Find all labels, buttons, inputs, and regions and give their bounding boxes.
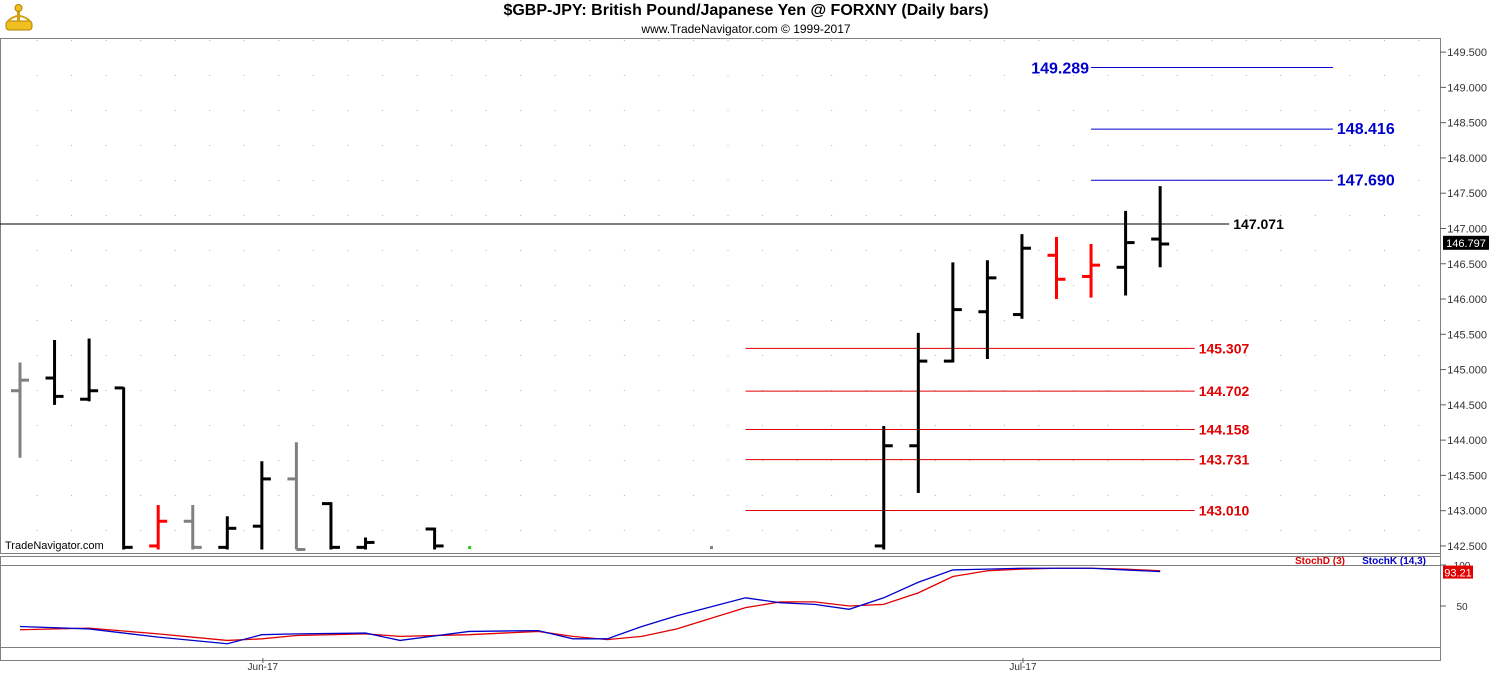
price-bar bbox=[1116, 210, 1135, 296]
watermark: TradeNavigator.com bbox=[5, 540, 104, 552]
legend-stochk: StochK (14,3) bbox=[1362, 556, 1426, 567]
level-label: 147.071 bbox=[1233, 216, 1284, 232]
stoch-series-line bbox=[19, 567, 1161, 642]
price-bar bbox=[1082, 244, 1101, 298]
level-label: 143.010 bbox=[1199, 502, 1250, 518]
legend-stochd: StochD (3) bbox=[1295, 556, 1345, 567]
stoch-value-tag bbox=[1443, 565, 1473, 579]
y-tick-label: 142.500 bbox=[1447, 541, 1487, 553]
price-bar bbox=[11, 362, 29, 458]
x-tick-label: Jul-17 bbox=[1009, 662, 1037, 673]
price-axis-area bbox=[1441, 38, 1492, 677]
price-bar bbox=[874, 426, 893, 550]
chart-subtitle: www.TradeNavigator.com © 1999-2017 bbox=[641, 22, 851, 36]
y-tick-label: 147.000 bbox=[1447, 223, 1487, 235]
price-bar bbox=[1151, 186, 1170, 268]
price-bar bbox=[183, 505, 202, 550]
level-label: 149.289 bbox=[1031, 60, 1089, 77]
stoch-tick-label: 50 bbox=[1456, 602, 1468, 613]
y-tick-label: 148.500 bbox=[1447, 118, 1487, 130]
stoch-series-line bbox=[19, 567, 1161, 645]
price-bar bbox=[1012, 234, 1031, 319]
level-label: 143.731 bbox=[1199, 452, 1250, 468]
small-bar-marker bbox=[468, 546, 472, 550]
y-tick-label: 145.000 bbox=[1447, 365, 1487, 377]
price-bar bbox=[943, 262, 962, 363]
chart-title: $GBP-JPY: British Pound/Japanese Yen @ F… bbox=[503, 2, 989, 19]
y-tick-label: 143.500 bbox=[1447, 470, 1487, 482]
y-tick-label: 149.500 bbox=[1447, 47, 1487, 59]
current-price-label: 146.797 bbox=[1446, 238, 1486, 250]
price-bar bbox=[149, 505, 168, 550]
trade-navigator-logo bbox=[4, 3, 34, 35]
price-bar bbox=[252, 461, 271, 550]
y-tick-label: 148.000 bbox=[1447, 153, 1487, 165]
price-bar bbox=[321, 502, 340, 550]
price-bar bbox=[356, 537, 375, 550]
stoch-value-label: 93.21 bbox=[1444, 568, 1472, 580]
x-tick-label: Jun-17 bbox=[248, 662, 279, 673]
level-label: 144.702 bbox=[1199, 383, 1250, 399]
y-tick-label: 144.500 bbox=[1447, 400, 1487, 412]
y-tick-label: 146.500 bbox=[1447, 259, 1487, 271]
y-tick-label: 143.000 bbox=[1447, 506, 1487, 518]
y-tick-label: 149.000 bbox=[1447, 82, 1487, 94]
price-bar bbox=[218, 516, 237, 550]
price-bar bbox=[287, 442, 306, 551]
price-bar bbox=[425, 527, 444, 550]
y-tick-label: 144.000 bbox=[1447, 435, 1487, 447]
y-tick-label: 145.500 bbox=[1447, 329, 1487, 341]
level-label: 148.416 bbox=[1337, 121, 1395, 138]
price-bar bbox=[909, 332, 928, 494]
price-bar bbox=[45, 339, 64, 405]
level-label: 144.158 bbox=[1199, 421, 1250, 437]
level-label: 147.690 bbox=[1337, 172, 1395, 189]
level-label: 145.307 bbox=[1199, 340, 1250, 356]
price-bar bbox=[114, 386, 133, 550]
price-pane bbox=[0, 38, 1441, 554]
chart-header: $GBP-JPY: British Pound/Japanese Yen @ F… bbox=[0, 0, 1492, 38]
y-tick-label: 147.500 bbox=[1447, 188, 1487, 200]
current-price-tag bbox=[1443, 235, 1489, 250]
stochastic-pane bbox=[0, 556, 1441, 661]
small-bar-marker bbox=[710, 546, 713, 550]
price-bar bbox=[978, 260, 997, 359]
price-bar bbox=[80, 338, 99, 402]
price-bar bbox=[1047, 236, 1066, 300]
y-tick-label: 146.000 bbox=[1447, 294, 1487, 306]
